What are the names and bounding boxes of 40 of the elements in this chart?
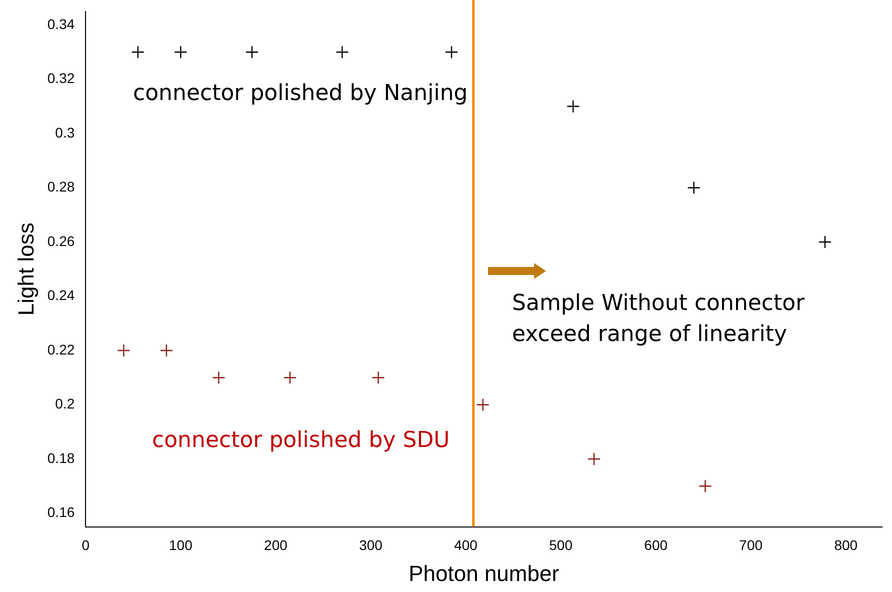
annotation: Sample Without connector exceed range of linearity	[512, 290, 806, 349]
point	[336, 45, 349, 59]
annotation: connector polished by SDU	[152, 427, 451, 455]
point	[444, 45, 458, 59]
y-axis-title: Light loss	[13, 222, 38, 316]
x-tick-label: 100	[169, 537, 193, 554]
point	[117, 344, 130, 358]
x-tick-label: 600	[644, 537, 668, 554]
x-tick-label: 300	[359, 537, 383, 554]
point	[698, 480, 712, 493]
x-tick-label: 500	[549, 537, 573, 554]
y-tick-label: 0.3	[55, 124, 75, 140]
x-tick-label: 800	[834, 537, 858, 554]
x-tick-label: 0	[82, 537, 90, 554]
y-tick-label: 0.26	[47, 232, 75, 249]
point	[476, 398, 490, 412]
point	[283, 371, 297, 384]
x-tick-label: 200	[264, 537, 288, 554]
y-tick-label: 0.28	[47, 178, 75, 195]
y-tick-label: 0.34	[47, 16, 75, 32]
y-tick-label: 0.24	[47, 287, 75, 304]
point	[131, 45, 145, 59]
x-axis-title: Photon number	[408, 560, 560, 586]
point	[212, 371, 226, 384]
point	[687, 181, 700, 194]
point	[245, 45, 259, 59]
y-tick-label: 0.22	[47, 341, 75, 358]
y-tick-label: 0.32	[47, 70, 75, 86]
point	[818, 235, 832, 249]
point	[160, 344, 174, 358]
x-tick-label: 400	[454, 537, 478, 554]
point	[372, 371, 385, 384]
x-tick-label: 700	[739, 537, 763, 554]
y-tick-label: 0.18	[47, 450, 75, 466]
point	[566, 100, 580, 113]
y-tick-label: 0.16	[47, 504, 75, 520]
point	[587, 452, 601, 466]
y-tick-label: 0.2	[55, 396, 75, 412]
annotation: connector polished by Nanjing	[133, 80, 469, 108]
point	[174, 45, 188, 59]
